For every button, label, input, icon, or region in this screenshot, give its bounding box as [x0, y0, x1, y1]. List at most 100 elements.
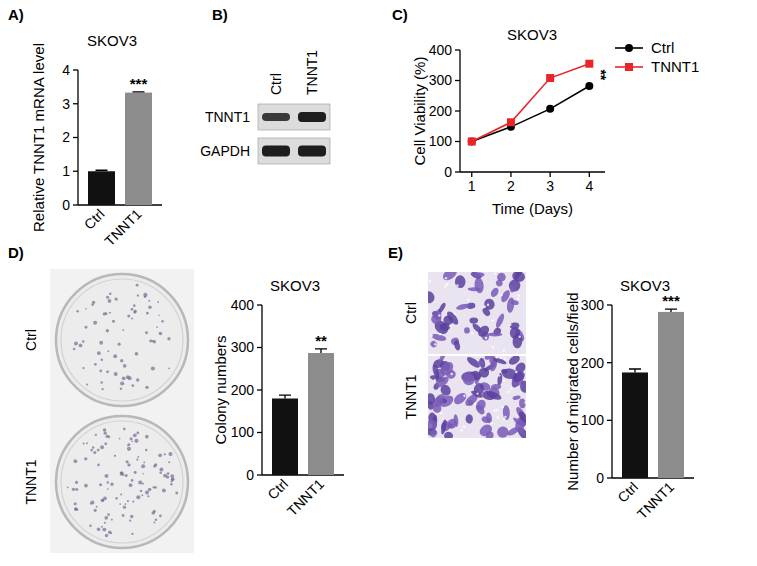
colony-dot — [159, 515, 162, 518]
y-tick — [455, 141, 460, 142]
plate-rim — [61, 279, 183, 401]
colony-dot — [151, 511, 154, 514]
y-tick — [607, 477, 612, 478]
pore — [495, 356, 497, 358]
cell — [456, 303, 471, 311]
cell — [501, 368, 517, 380]
panel-label: C) — [392, 6, 408, 23]
colony-dot — [145, 386, 148, 389]
y-tick-label: 3 — [62, 96, 70, 112]
colony-dot — [79, 344, 83, 348]
y-tick — [73, 69, 78, 70]
image-row-label: TNNT1 — [403, 374, 419, 419]
colony-dot — [97, 449, 100, 452]
colony-dot — [148, 305, 151, 308]
pore — [445, 277, 447, 279]
colony-dot — [93, 321, 97, 325]
bar-chart: 0100200300400Colony numbersSKOV3CtrlTNNT… — [212, 277, 344, 519]
colony-dot — [99, 483, 102, 486]
y-tick — [73, 171, 78, 172]
cell — [442, 314, 455, 327]
y-tick-label: 0 — [444, 164, 452, 180]
colony-dot — [159, 471, 162, 474]
colony-dot — [101, 388, 103, 390]
cell — [460, 371, 477, 387]
x-axis — [460, 171, 605, 172]
y-tick-label: 0 — [62, 197, 70, 213]
colony-dot — [142, 483, 144, 485]
western-blot: CtrlTNNT1TNNT1GAPDH — [200, 50, 330, 164]
y-tick — [257, 432, 262, 433]
y-axis-label: Cell Viability (%) — [411, 57, 428, 166]
pore — [518, 294, 520, 296]
cell — [489, 286, 500, 298]
image-row-label: Ctrl — [23, 329, 39, 351]
chart-title: SKOV3 — [87, 32, 137, 49]
pore — [431, 335, 433, 337]
colony-dot — [131, 318, 133, 320]
colony-dot — [97, 528, 101, 532]
colony-dot — [105, 474, 109, 478]
cell — [441, 272, 459, 283]
colony-dot — [109, 292, 112, 295]
colony-dot — [85, 308, 87, 310]
pore — [440, 412, 442, 414]
y-tick-label: 400 — [231, 297, 255, 313]
colony-dot — [119, 503, 121, 505]
micrograph — [428, 272, 526, 354]
bar — [622, 372, 648, 478]
pore — [454, 313, 456, 315]
colony-dot — [168, 461, 170, 463]
cell — [474, 277, 485, 294]
micrograph-bg — [428, 356, 526, 438]
colony-dot — [137, 294, 139, 296]
colony-dot — [131, 384, 134, 387]
colony-dot — [82, 340, 85, 343]
colony-dot — [74, 341, 78, 345]
colony-dot — [158, 453, 162, 457]
plate-rim — [61, 421, 183, 543]
colony-dot — [114, 455, 116, 457]
colony-dot — [106, 370, 109, 373]
colony-dot — [100, 381, 103, 384]
y-tick — [455, 49, 460, 50]
pore — [460, 429, 462, 431]
colony-dot — [141, 494, 143, 496]
colony-dot — [107, 488, 109, 490]
colony-dot — [171, 478, 174, 481]
x-tick-label: TNNT1 — [101, 206, 144, 249]
bar — [308, 353, 334, 475]
blot-band — [298, 146, 326, 157]
colony-dot — [132, 501, 134, 503]
pore — [484, 305, 486, 307]
colony-dot — [122, 514, 125, 517]
cell — [467, 399, 473, 406]
pore — [449, 325, 451, 327]
pore — [510, 387, 512, 389]
pore — [487, 304, 489, 306]
blot-strip — [258, 138, 330, 164]
colony-dot — [110, 532, 112, 534]
cell — [520, 380, 526, 393]
pore — [490, 422, 492, 424]
legend-label: TNNT1 — [651, 58, 699, 75]
pore — [500, 294, 502, 296]
colony-dot — [151, 366, 155, 370]
colony-dot — [134, 439, 138, 443]
colony-dot — [118, 343, 121, 346]
colony-dot — [137, 456, 139, 458]
colony-dot — [84, 484, 88, 488]
marker — [468, 138, 476, 146]
colony-dot — [136, 378, 139, 381]
blot-row-label: TNNT1 — [205, 109, 250, 125]
migration-images: CtrlTNNT1 — [403, 265, 531, 442]
y-tick-label: 300 — [231, 339, 255, 355]
x-tick-label: 3 — [546, 178, 554, 194]
pore — [434, 343, 436, 345]
colony-dot — [104, 442, 107, 445]
cell — [485, 412, 492, 424]
cell — [444, 432, 454, 438]
colony-dot — [155, 519, 158, 522]
cell — [468, 287, 481, 291]
colony-dot — [133, 311, 136, 314]
